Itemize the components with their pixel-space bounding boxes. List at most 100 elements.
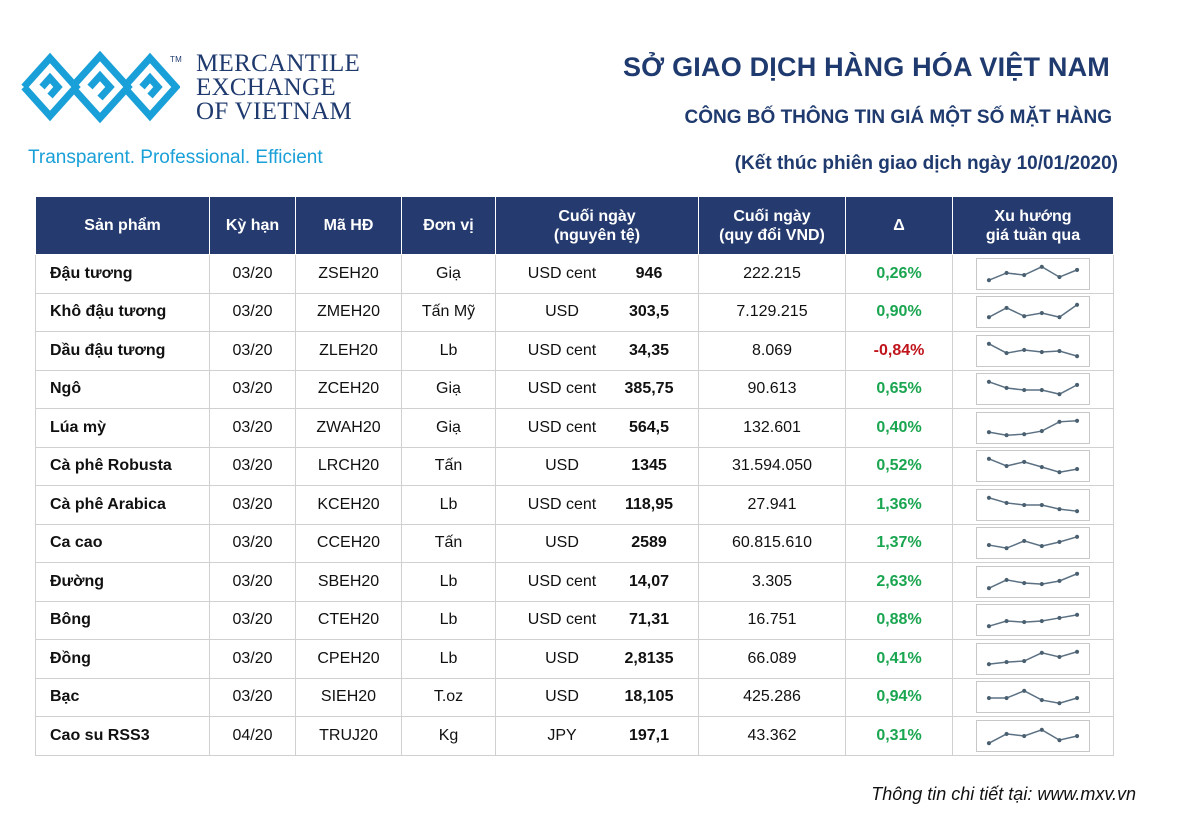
- close-price-vnd: 7.129.215: [698, 292, 846, 332]
- term-cell: 03/20: [209, 639, 296, 679]
- sparkline-point: [986, 456, 991, 462]
- trend-cell: [952, 562, 1114, 602]
- product-cell: Đường: [35, 562, 210, 602]
- sparkline-point: [1075, 383, 1080, 388]
- delta-percent: 0,40%: [845, 408, 953, 448]
- sparkline-point: [986, 379, 991, 385]
- sparkline-point: [1022, 689, 1027, 694]
- currency-label: USD cent: [527, 495, 597, 513]
- table-row: Cao su RSS3 04/20 TRUJ20 Kg JPY 197,1 43.362 0,…: [35, 716, 1114, 756]
- sparkline-point: [986, 661, 991, 666]
- currency-label: USD cent: [527, 418, 597, 436]
- unit-cell: Giạ: [401, 408, 496, 448]
- sparkline-point: [1022, 460, 1027, 465]
- code-cell: CPEH20: [295, 639, 402, 679]
- sparkline-point: [1075, 733, 1080, 738]
- unit-cell: Lb: [401, 639, 496, 679]
- currency-label: USD: [545, 457, 579, 475]
- term-cell: 03/20: [209, 254, 296, 294]
- currency-label: USD: [545, 534, 579, 552]
- sparkline-line: [988, 342, 1078, 357]
- close-price-original: 71,31: [628, 611, 670, 629]
- unit-cell: Tấn Mỹ: [401, 292, 496, 332]
- code-cell: LRCH20: [295, 446, 402, 486]
- close-price-vnd: 425.286: [698, 677, 846, 717]
- unit-cell: Lb: [401, 600, 496, 640]
- close-price-vnd: 16.751: [698, 600, 846, 640]
- table-row: Cà phê Arabica 03/20 KCEH20 Lb USD cent 118,9…: [35, 485, 1114, 525]
- logo-wordmark: TM MERCANTILE EXCHANGE OF VIETNAM: [170, 51, 360, 125]
- col-trend-line1: Xu hướng: [994, 207, 1072, 225]
- close-price-vnd: 222.215: [698, 254, 846, 294]
- col-delta: Δ: [845, 196, 953, 255]
- currency-cell: USD 18,105: [495, 677, 699, 717]
- currency-label: USD cent: [527, 611, 597, 629]
- sparkline-point: [986, 341, 991, 346]
- sparkline-point: [986, 543, 991, 548]
- sparkline-chart: [976, 296, 1090, 329]
- table-row: Khô đậu tương 03/20 ZMEH20 Tấn Mỹ USD 303,5 7.…: [35, 292, 1114, 332]
- sparkline-line: [988, 496, 1078, 512]
- sparkline-point: [986, 585, 991, 590]
- close-price-vnd: 66.089: [698, 639, 846, 679]
- trend-cell: [952, 254, 1114, 294]
- sparkline-point: [1075, 696, 1080, 701]
- sparkline-point: [1057, 506, 1062, 511]
- close-price-original: 2589: [631, 534, 667, 552]
- sparkline-line: [988, 572, 1078, 589]
- page-subtitle: CÔNG BỐ THÔNG TIN GIÁ MỘT SỐ MẶT HÀNG: [684, 107, 1112, 128]
- term-cell: 03/20: [209, 562, 296, 602]
- trend-cell: [952, 639, 1114, 679]
- product-cell: Lúa mỳ: [35, 408, 210, 448]
- delta-percent: 0,31%: [845, 716, 953, 756]
- close-price-original: 197,1: [628, 726, 670, 744]
- col-close-vnd: Cuối ngày (quy đổi VND): [698, 196, 846, 255]
- logo-line-3: OF VIETNAM: [196, 98, 353, 125]
- trend-cell: [952, 446, 1114, 486]
- sparkline-line: [988, 381, 1078, 396]
- delta-percent: 2,63%: [845, 562, 953, 602]
- close-price-original: 14,07: [628, 572, 670, 590]
- sparkline-point: [1057, 470, 1062, 475]
- sparkline-point: [1004, 659, 1009, 664]
- product-cell: Dầu đậu tương: [35, 331, 210, 371]
- sparkline-point: [1039, 727, 1044, 732]
- col-code: Mã HĐ: [295, 196, 402, 255]
- sparkline-point: [986, 315, 991, 320]
- sparkline-point: [1022, 314, 1027, 319]
- sparkline-chart: [976, 527, 1090, 560]
- sparkline-point: [1004, 350, 1009, 355]
- table-row: Lúa mỳ 03/20 ZWAH20 Giạ USD cent 564,5 132.601…: [35, 408, 1114, 448]
- currency-cell: USD cent 71,31: [495, 600, 699, 640]
- currency-cell: USD 303,5: [495, 292, 699, 332]
- currency-label: JPY: [547, 726, 577, 744]
- sparkline-chart: [976, 334, 1090, 367]
- sparkline-point: [1022, 539, 1027, 544]
- close-price-original: 18,105: [624, 688, 674, 706]
- sparkline-chart: [976, 411, 1090, 444]
- term-cell: 03/20: [209, 331, 296, 371]
- sparkline-point: [1004, 619, 1009, 624]
- sparkline-point: [1057, 578, 1062, 583]
- table-row: Cà phê Robusta 03/20 LRCH20 Tấn USD 1345 31.59…: [35, 446, 1114, 486]
- sparkline-line: [988, 614, 1078, 628]
- sparkline-point: [1075, 467, 1080, 472]
- sparkline-point: [1022, 658, 1027, 663]
- currency-cell: USD cent 34,35: [495, 331, 699, 371]
- logo-line-2: EXCHANGE: [196, 74, 336, 101]
- sparkline-point: [1022, 388, 1027, 393]
- currency-label: USD cent: [527, 380, 597, 398]
- trend-cell: [952, 292, 1114, 332]
- session-date: (Kết thúc phiên giao dịch ngày 10/01/202…: [734, 153, 1118, 174]
- sparkline-point: [1075, 571, 1080, 576]
- unit-cell: Giạ: [401, 369, 496, 409]
- sparkline-point: [1022, 733, 1027, 738]
- sparkline-point: [1039, 502, 1044, 507]
- trend-cell: [952, 369, 1114, 409]
- page-title: SỞ GIAO DỊCH HÀNG HÓA VIỆT NAM: [622, 52, 1110, 82]
- code-cell: ZWAH20: [295, 408, 402, 448]
- sparkline-point: [1039, 311, 1044, 316]
- table-row: Bạc 03/20 SIEH20 T.oz USD 18,105 425.286 0,94%: [35, 677, 1114, 717]
- unit-cell: Lb: [401, 562, 496, 602]
- product-cell: Đồng: [35, 639, 210, 679]
